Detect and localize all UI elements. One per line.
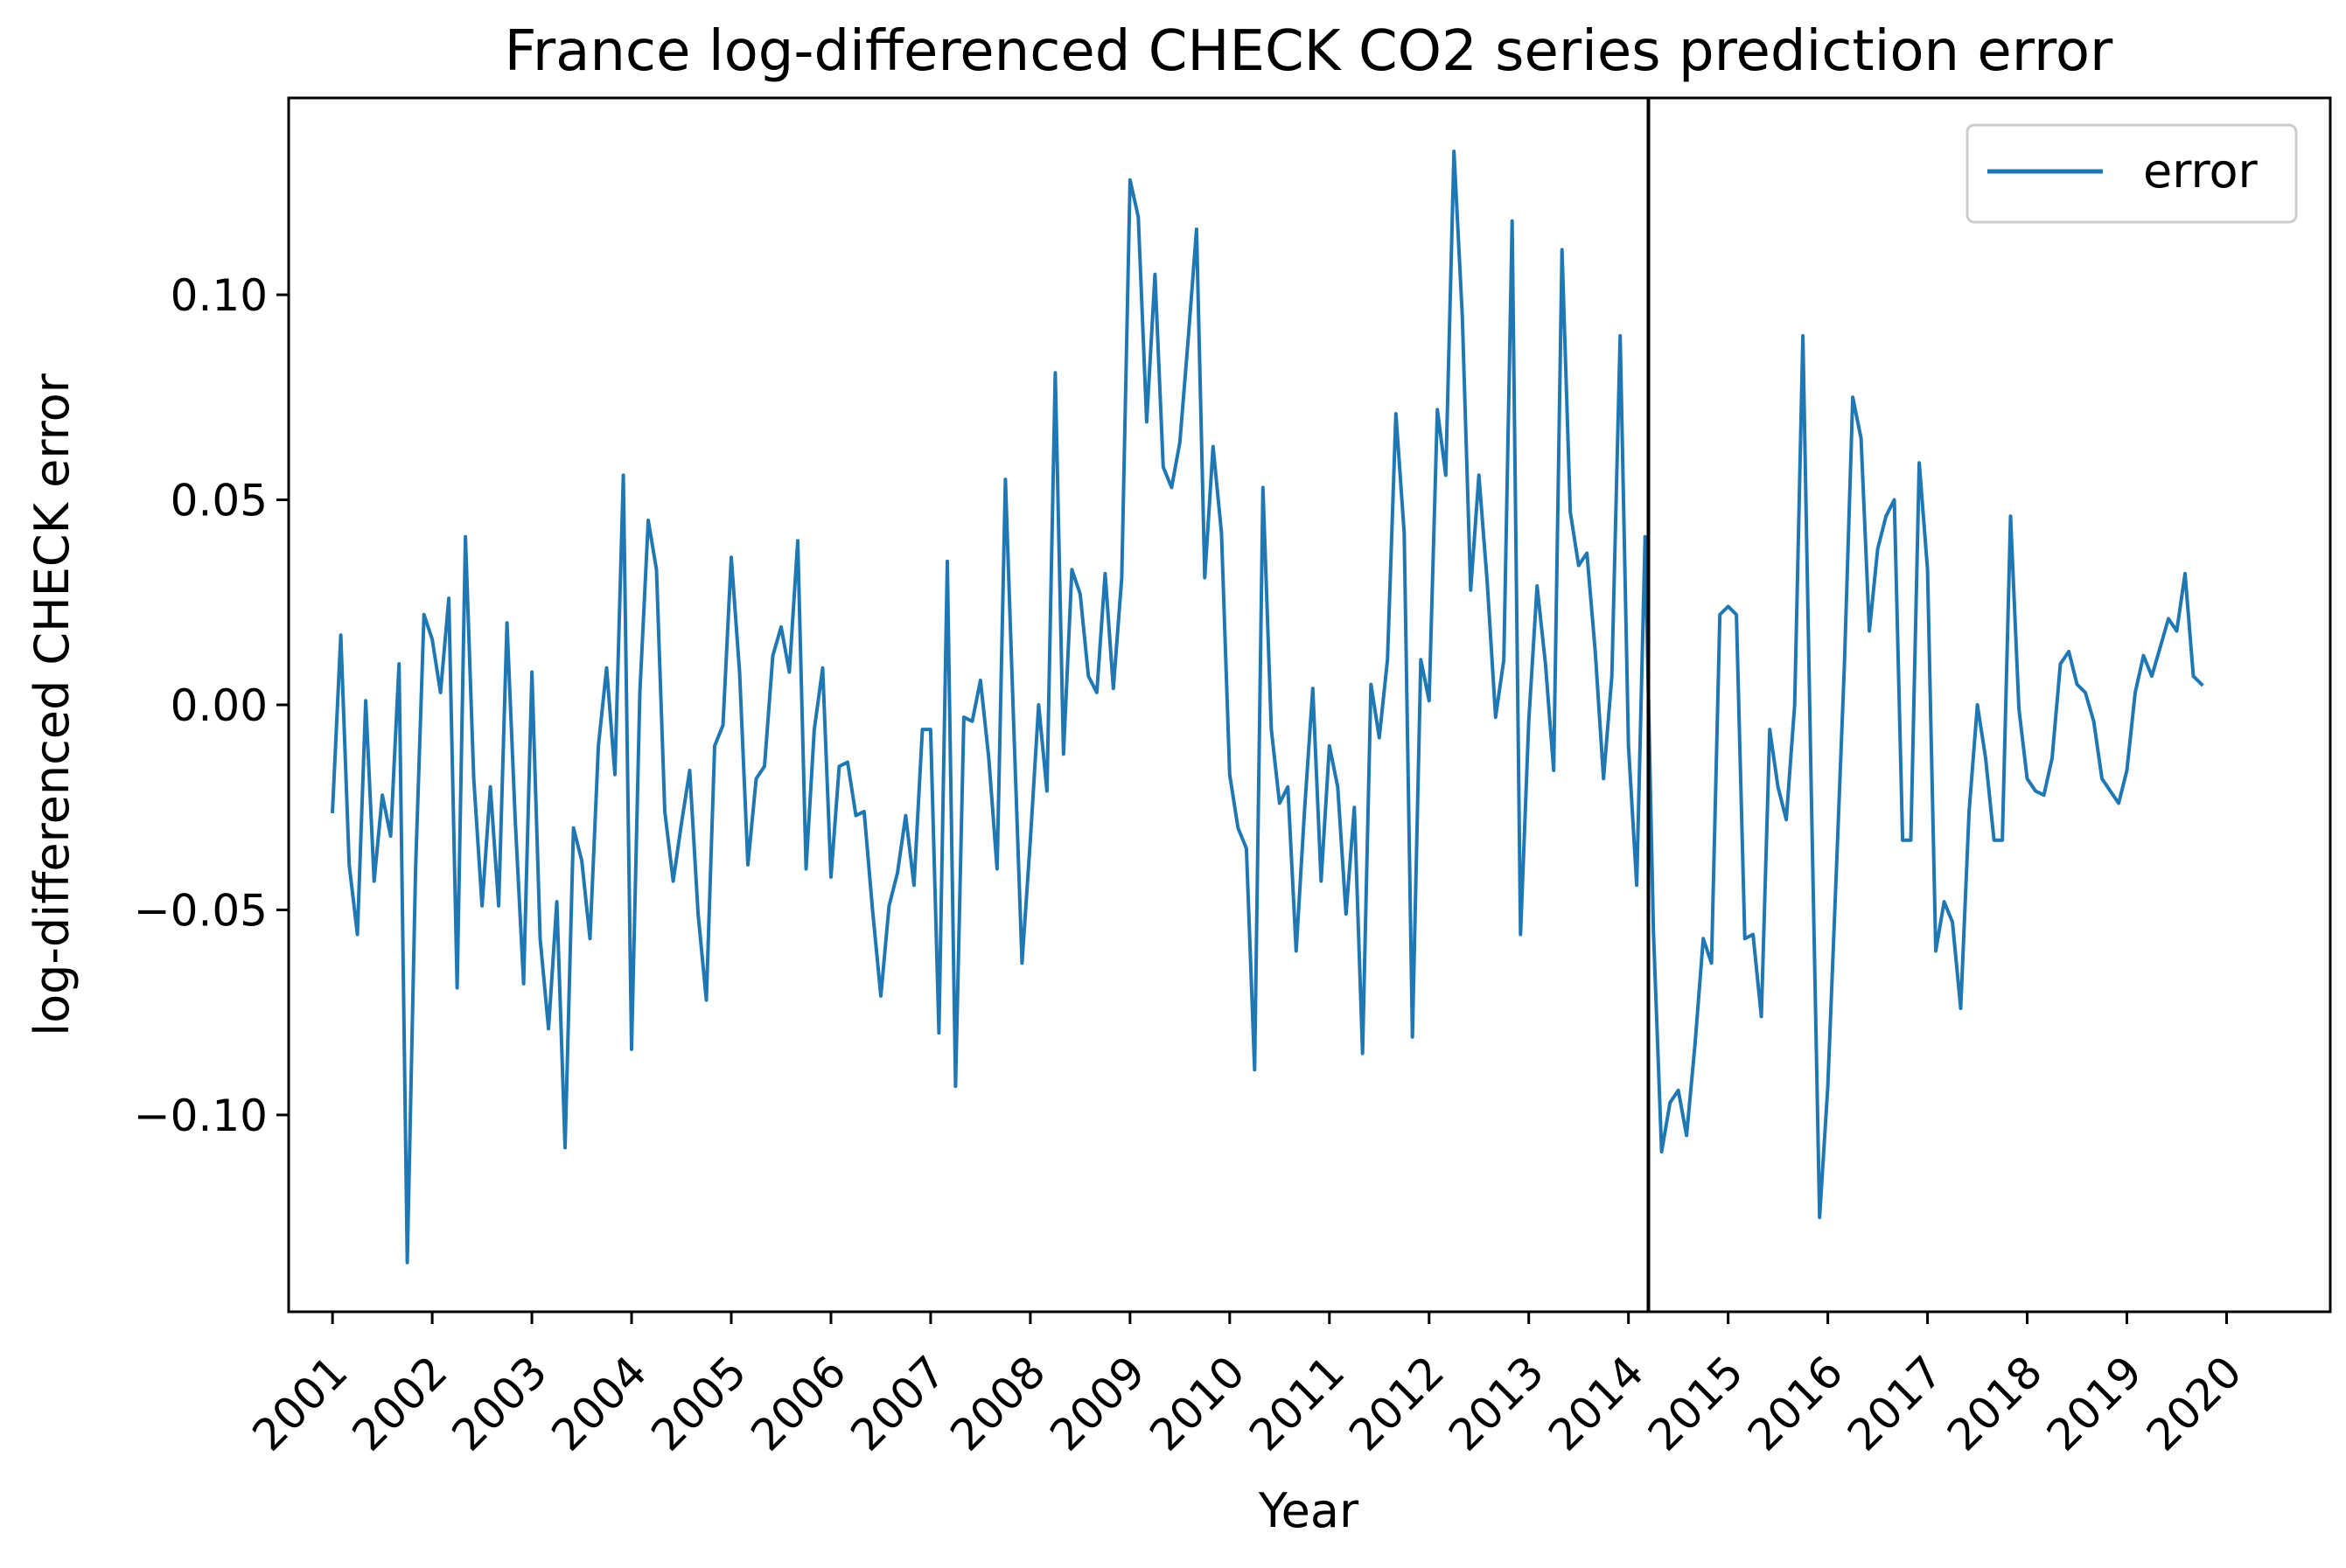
- y-tick-label: −0.10: [134, 1091, 268, 1141]
- plot-area: [331, 98, 2204, 1312]
- legend-label-error: error: [2143, 143, 2259, 199]
- x-axis-label: Year: [1258, 1483, 1359, 1538]
- legend: error: [1965, 123, 2298, 224]
- chart-title: France log-differenced CHECK CO2 series …: [505, 19, 2113, 84]
- y-tick-label: 0.05: [171, 476, 268, 526]
- y-axis: 0.10 0.05 0.00 −0.05 −0.10: [134, 270, 289, 1141]
- y-tick-label: 0.10: [171, 270, 268, 321]
- legend-frame: [1965, 123, 2298, 224]
- y-tick-label: −0.05: [134, 885, 268, 936]
- series-line-error: [331, 150, 2204, 1265]
- y-tick-label: 0.00: [171, 680, 268, 731]
- y-axis-label: log-differenced CHECK error: [24, 373, 80, 1036]
